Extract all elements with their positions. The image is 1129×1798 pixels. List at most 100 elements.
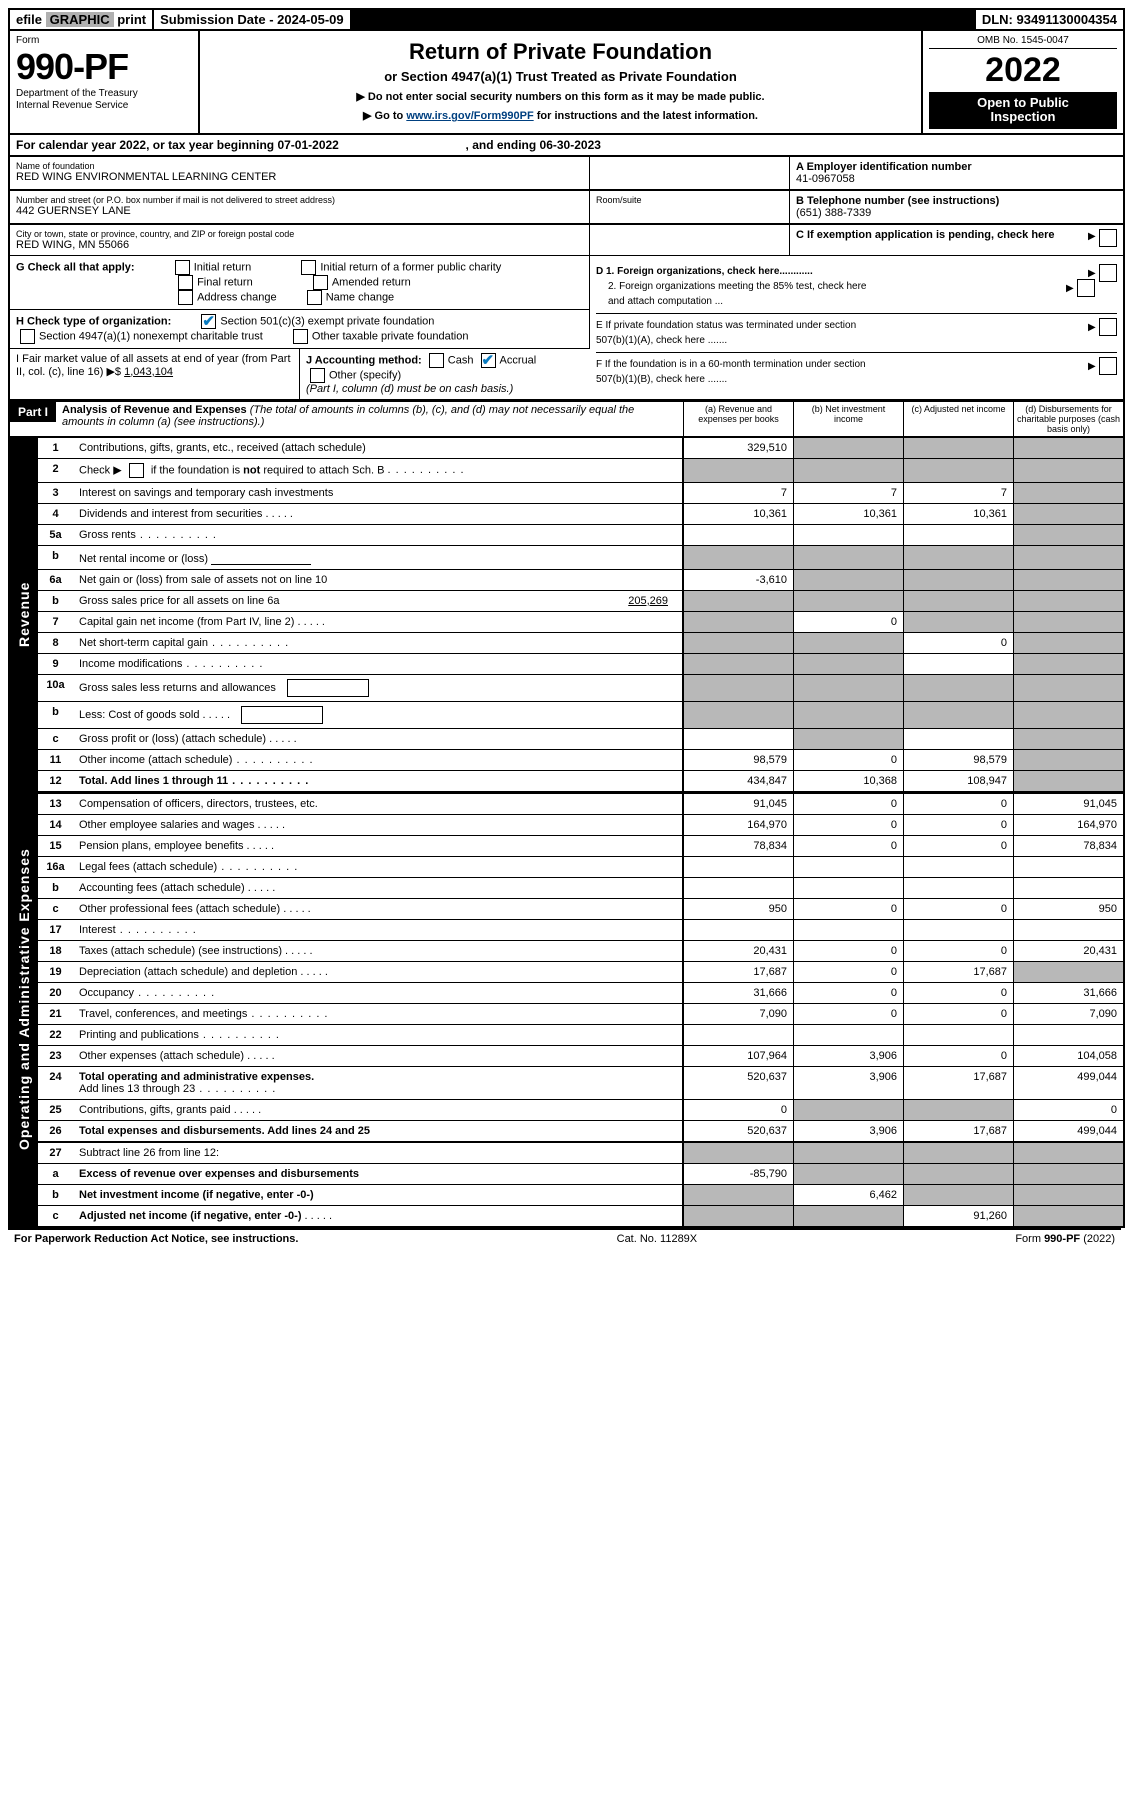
cell-b: 3,906 [793,1120,903,1141]
line-num: 13 [38,793,73,814]
line-desc: Compensation of officers, directors, tru… [73,793,683,814]
cell-c: 0 [903,940,1013,961]
form-subtitle: or Section 4947(a)(1) Trust Treated as P… [206,69,915,84]
line-desc: Net rental income or (loss) [73,545,683,569]
line-num: 9 [38,653,73,674]
line-desc: Total operating and administrative expen… [73,1066,683,1099]
cell-a: 107,964 [683,1045,793,1066]
h-o3: Other taxable private foundation [312,330,469,342]
g-amended-checkbox[interactable] [313,275,328,290]
city-value: RED WING, MN 55066 [16,239,583,251]
g-initial-former-checkbox[interactable] [301,260,316,275]
line-desc: Contributions, gifts, grants, etc., rece… [73,437,683,458]
line-desc: Adjusted net income (if negative, enter … [73,1205,683,1226]
line-num: a [38,1163,73,1184]
h-4947-checkbox[interactable] [20,329,35,344]
line-num: 25 [38,1099,73,1120]
cell-c: 91,260 [903,1205,1013,1226]
d1-label: D 1. Foreign organizations, check here..… [596,266,813,277]
room-label: Room/suite [596,195,783,205]
d2-checkbox[interactable] [1077,279,1095,297]
e-checkbox[interactable] [1099,318,1117,336]
cell-c [903,437,1013,458]
cell-a: 7,090 [683,1003,793,1024]
info-city-row: City or town, state or province, country… [10,225,1123,256]
line-desc: Printing and publications [73,1024,683,1045]
hint-goto-pre: ▶ Go to [363,110,406,122]
cell-d: 104,058 [1013,1045,1123,1066]
line-num: 24 [38,1066,73,1099]
expenses-side-label: Operating and Administrative Expenses [10,793,38,1205]
cell-d: 31,666 [1013,982,1123,1003]
cell-a: 98,579 [683,749,793,770]
g-initial-checkbox[interactable] [175,260,190,275]
cell-a: 329,510 [683,437,793,458]
ein-label: A Employer identification number [796,161,1117,173]
j-o2: Accrual [500,354,537,366]
pending-label: C If exemption application is pending, c… [796,229,1055,241]
cell-d: 7,090 [1013,1003,1123,1024]
line-desc: Total. Add lines 1 through 11 [73,770,683,791]
cell-b: 7 [793,482,903,503]
j-other-checkbox[interactable] [310,368,325,383]
foundation-name: RED WING ENVIRONMENTAL LEARNING CENTER [16,171,583,183]
e-label: E If private foundation status was termi… [596,318,876,348]
irs-link[interactable]: www.irs.gov/Form990PF [406,110,533,122]
col-a-hdr: (a) Revenue and expenses per books [683,402,793,436]
cell-c: 17,687 [903,961,1013,982]
line-num: 7 [38,611,73,632]
expenses-table: Operating and Administrative Expenses 13… [10,791,1123,1205]
g-final-checkbox[interactable] [178,275,193,290]
print-label[interactable]: print [117,12,146,27]
top-bar: efile GRAPHIC print Submission Date - 20… [10,10,1123,31]
line-desc: Contributions, gifts, grants paid [73,1099,683,1120]
line-desc: Interest [73,919,683,940]
pending-checkbox[interactable] [1099,229,1117,247]
cell-a: 20,431 [683,940,793,961]
cell-a: 10,361 [683,503,793,524]
line-desc: Net gain or (loss) from sale of assets n… [73,569,683,590]
g-name-checkbox[interactable] [307,290,322,305]
cell-a: 78,834 [683,835,793,856]
f-checkbox[interactable] [1099,357,1117,375]
cell-c: 0 [903,632,1013,653]
line-num: 17 [38,919,73,940]
form-number: 990-PF [16,46,192,88]
cell-c: 0 [903,814,1013,835]
cell-b: 0 [793,982,903,1003]
line-desc: Other employee salaries and wages [73,814,683,835]
city-label: City or town, state or province, country… [16,229,583,239]
info-address-row: Number and street (or P.O. box number if… [10,191,1123,225]
calendar-year-row: For calendar year 2022, or tax year begi… [10,135,1123,157]
col-b-hdr: (b) Net investment income [793,402,903,436]
schb-checkbox[interactable] [129,463,144,478]
dln-label: DLN: 93491130004354 [976,10,1123,29]
j-accrual-checkbox[interactable] [481,353,496,368]
line-desc: Subtract line 26 from line 12: [73,1141,683,1163]
line-num: 19 [38,961,73,982]
line-num: 2 [38,458,73,482]
line-desc: Other income (attach schedule) [73,749,683,770]
cell-d: 91,045 [1013,793,1123,814]
line-num: 27 [38,1141,73,1163]
j-cash-checkbox[interactable] [429,353,444,368]
h-other-checkbox[interactable] [293,329,308,344]
line-num: 11 [38,749,73,770]
line-desc: Travel, conferences, and meetings [73,1003,683,1024]
cell-b: 0 [793,749,903,770]
line-desc: Gross sales price for all assets on line… [73,590,683,611]
line-desc: Capital gain net income (from Part IV, l… [73,611,683,632]
cell-d: 0 [1013,1099,1123,1120]
line-desc: Dividends and interest from securities [73,503,683,524]
h-501c3-checkbox[interactable] [201,314,216,329]
d1-checkbox[interactable] [1099,264,1117,282]
part1-badge: Part I [10,402,56,422]
footer: For Paperwork Reduction Act Notice, see … [8,1228,1121,1248]
cell-a: -3,610 [683,569,793,590]
g-o6: Name change [326,291,395,303]
h-lead: H Check type of organization: [16,315,171,327]
graphic-label: GRAPHIC [46,12,114,27]
g-address-checkbox[interactable] [178,290,193,305]
cell-d: 78,834 [1013,835,1123,856]
line-desc: Other expenses (attach schedule) [73,1045,683,1066]
